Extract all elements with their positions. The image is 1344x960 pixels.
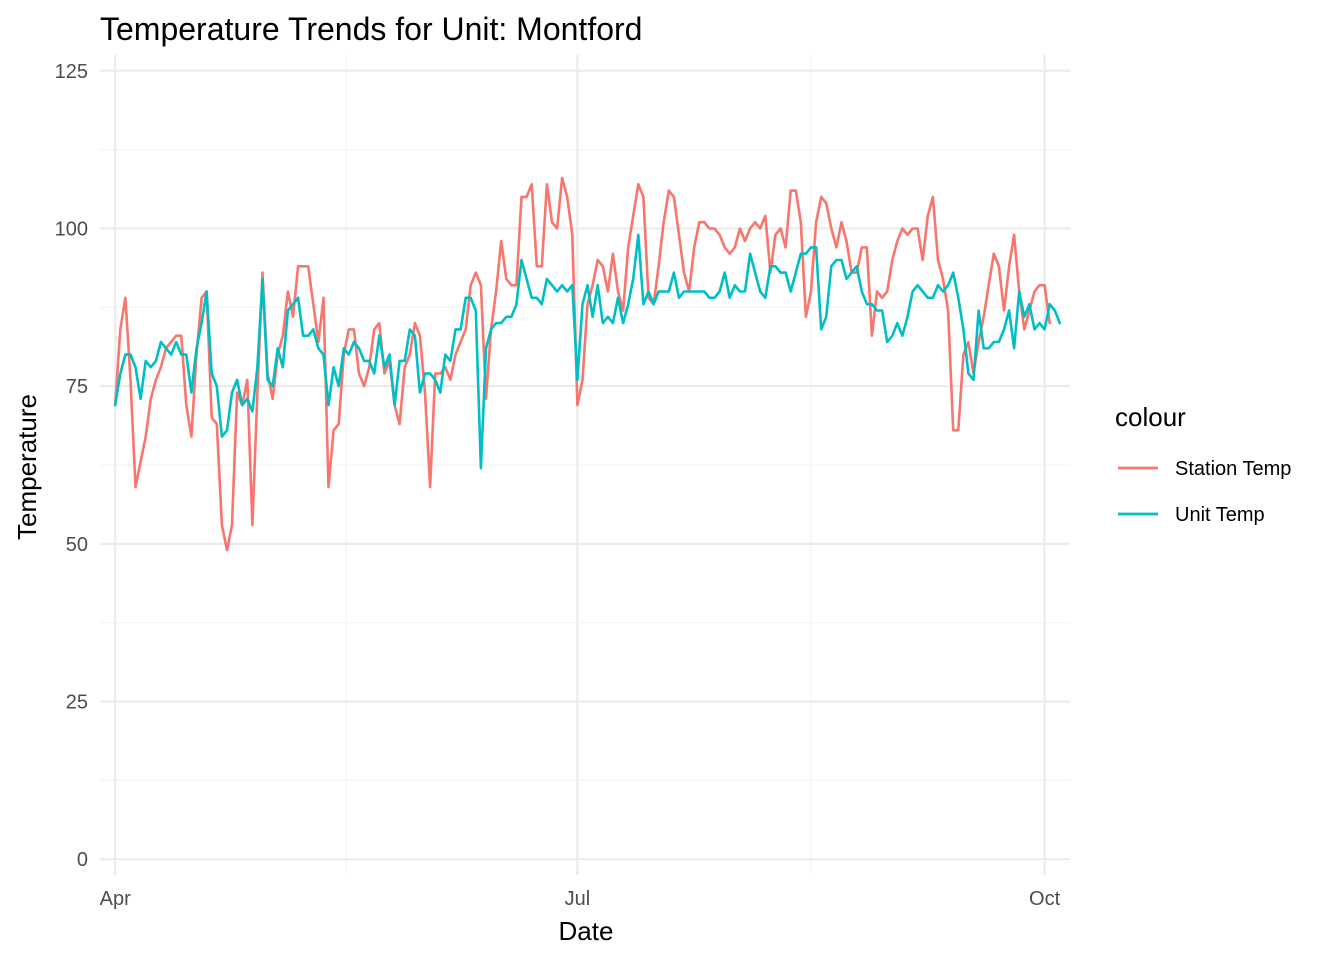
series-line-unit-temp — [113, 233, 1062, 470]
chart-title: Temperature Trends for Unit: Montford — [100, 11, 642, 47]
minor-gridlines — [100, 55, 1070, 875]
series-line-station-temp — [113, 176, 1051, 552]
major-gridlines — [100, 55, 1070, 875]
y-tick-labels: 0 25 50 75 100 125 — [55, 61, 88, 871]
legend: colour Station Temp Unit Temp — [1115, 402, 1291, 526]
x-axis-title: Date — [559, 916, 614, 946]
y-tick-label: 125 — [55, 61, 88, 83]
x-tick-labels: Apr Jul Oct — [100, 888, 1061, 910]
series-lines — [113, 176, 1062, 552]
y-tick-label: 75 — [66, 376, 88, 398]
y-tick-label: 50 — [66, 534, 88, 556]
legend-title: colour — [1115, 402, 1186, 432]
x-tick-label: Oct — [1029, 888, 1061, 910]
y-axis-title: Temperature — [12, 394, 42, 540]
y-tick-label: 25 — [66, 692, 88, 714]
y-tick-label: 100 — [55, 218, 88, 240]
x-tick-label: Jul — [565, 888, 591, 910]
legend-label-unit-temp: Unit Temp — [1175, 504, 1265, 526]
legend-label-station-temp: Station Temp — [1175, 458, 1291, 480]
y-tick-label: 0 — [77, 849, 88, 871]
x-tick-label: Apr — [100, 888, 131, 910]
